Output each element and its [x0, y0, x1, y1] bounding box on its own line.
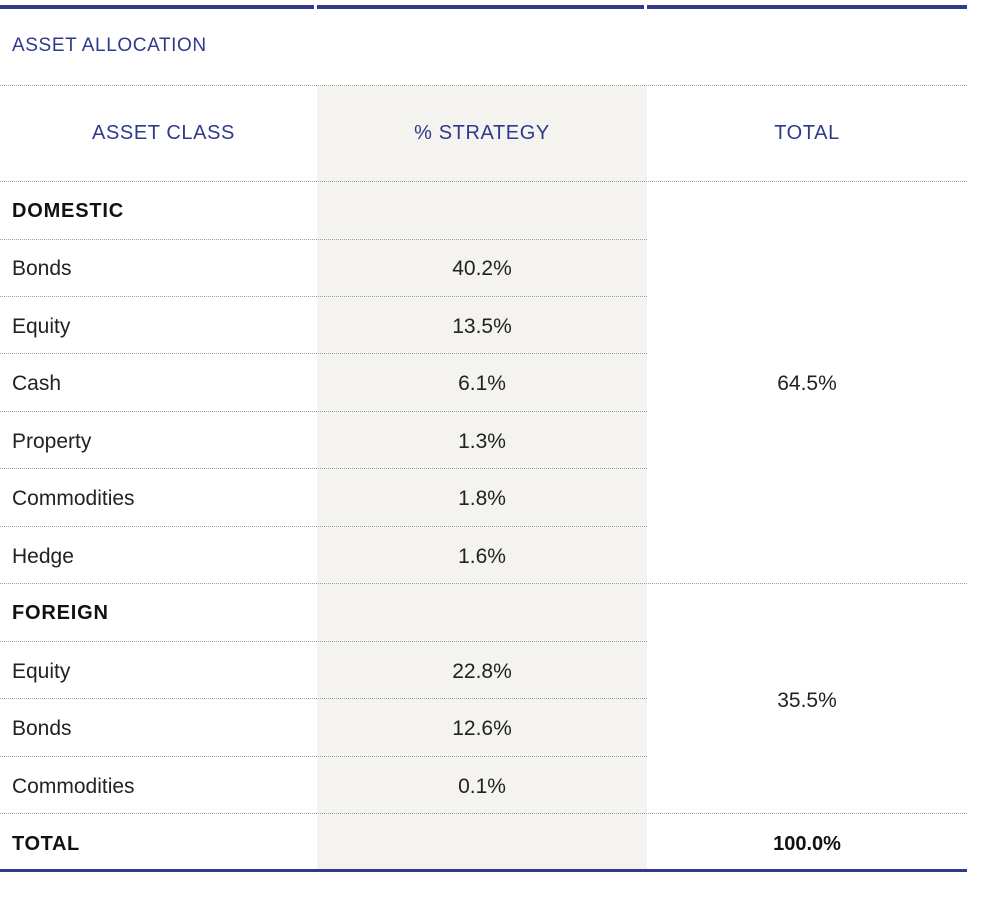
- divider: [0, 85, 967, 86]
- row-strategy-value: 6.1%: [458, 372, 506, 395]
- divider: [0, 353, 647, 354]
- divider: [0, 239, 647, 240]
- divider: [0, 813, 967, 814]
- row-strategy-value: 1.3%: [458, 430, 506, 453]
- row-strategy-value: 40.2%: [452, 257, 512, 280]
- grand-total-label: TOTAL: [12, 833, 80, 855]
- divider: [0, 641, 647, 642]
- divider: [0, 468, 647, 469]
- group-label-foreign: FOREIGN: [12, 602, 109, 624]
- row-strategy-value: 13.5%: [452, 315, 512, 338]
- row-label: Bonds: [12, 257, 72, 280]
- divider: [0, 181, 967, 182]
- group-total-foreign: 35.5%: [777, 689, 837, 712]
- column-header-asset-class: ASSET CLASS: [92, 122, 235, 144]
- divider: [0, 526, 647, 527]
- bottom-rule: [0, 869, 967, 872]
- row-label: Commodities: [12, 487, 135, 510]
- divider: [0, 296, 647, 297]
- row-label: Equity: [12, 660, 71, 683]
- row-label: Property: [12, 430, 92, 453]
- row-strategy-value: 1.8%: [458, 487, 506, 510]
- row-label: Bonds: [12, 717, 72, 740]
- strategy-column-shading: [317, 86, 647, 871]
- row-label: Equity: [12, 315, 71, 338]
- divider: [0, 411, 647, 412]
- row-label: Hedge: [12, 545, 74, 568]
- row-label: Commodities: [12, 775, 135, 798]
- divider: [0, 583, 967, 584]
- row-strategy-value: 22.8%: [452, 660, 512, 683]
- column-header-strategy: % STRATEGY: [414, 122, 550, 144]
- row-strategy-value: 0.1%: [458, 775, 506, 798]
- column-header-total: TOTAL: [774, 122, 840, 144]
- group-total-domestic: 64.5%: [777, 372, 837, 395]
- group-label-domestic: DOMESTIC: [12, 200, 124, 222]
- section-title: ASSET ALLOCATION: [12, 35, 207, 56]
- divider: [0, 698, 647, 699]
- row-strategy-value: 12.6%: [452, 717, 512, 740]
- row-label: Cash: [12, 372, 62, 395]
- divider: [0, 756, 647, 757]
- top-rule: [0, 5, 967, 9]
- row-strategy-value: 1.6%: [458, 545, 506, 568]
- grand-total-value: 100.0%: [773, 833, 841, 855]
